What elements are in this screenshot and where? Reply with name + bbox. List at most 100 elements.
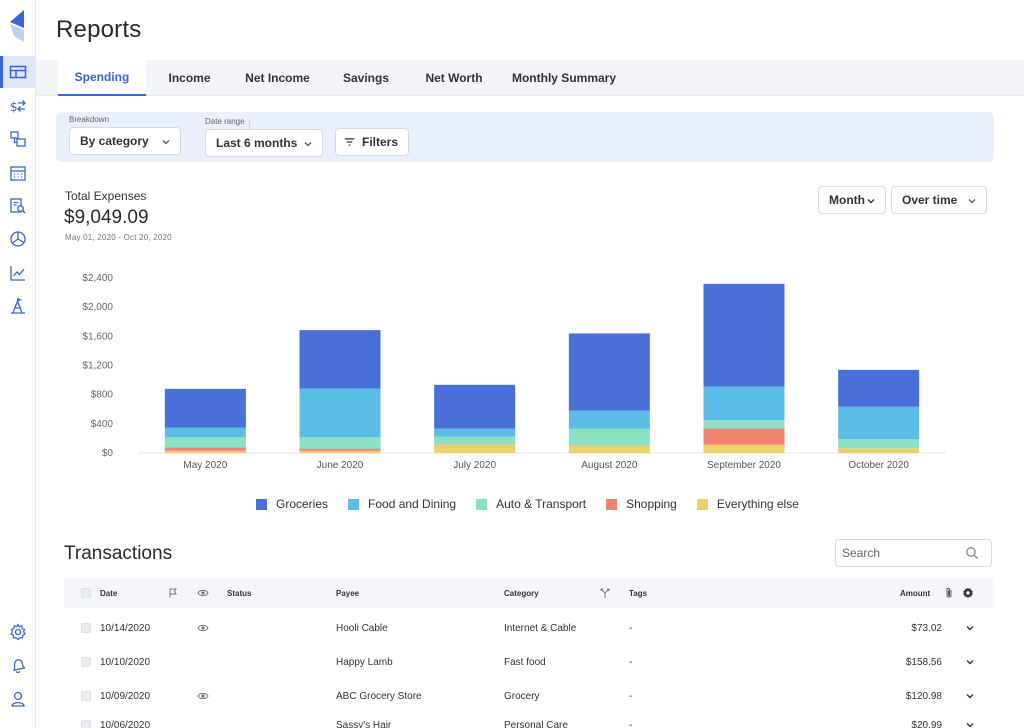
row-payee[interactable]: Hooli Cable [336,622,388,634]
tab-income[interactable]: Income [168,71,211,85]
table-row[interactable]: 10/09/2020 ABC Grocery Store Grocery - $… [64,679,994,713]
column-date[interactable]: Date [100,588,118,598]
nav-profile-item[interactable] [0,683,36,715]
chevron-down-icon[interactable] [965,657,975,667]
column-status[interactable]: Status [227,588,252,598]
row-tags[interactable]: - [629,622,633,634]
breakdown-select[interactable]: By category [69,127,181,155]
bar-segment-everything-else[interactable] [434,444,516,453]
row-payee[interactable]: Happy Lamb [336,656,393,668]
flag-icon[interactable] [168,588,178,598]
bar-segment-auto-transport[interactable] [838,439,920,449]
filters-button[interactable]: Filters [335,128,409,156]
legend-label: Groceries [276,497,329,511]
row-tags[interactable]: - [629,719,633,728]
column-amount[interactable]: Amount [900,588,931,598]
bar-segment-everything-else[interactable] [703,444,785,453]
select-all-checkbox[interactable] [81,588,91,598]
eye-icon[interactable] [197,623,209,633]
legend-item-food-dining[interactable]: Food and Dining [348,497,456,511]
row-checkbox[interactable] [81,623,91,633]
bar-segment-everything-else[interactable] [164,450,246,453]
bar-segment-groceries[interactable] [299,330,381,389]
bar-segment-groceries[interactable] [703,283,785,387]
app-logo[interactable] [4,8,32,44]
column-tags[interactable]: Tags [629,588,648,598]
row-payee[interactable]: ABC Grocery Store [336,690,422,702]
legend-item-auto-transport[interactable]: Auto & Transport [476,497,586,511]
bar-segment-groceries[interactable] [434,384,516,429]
row-payee[interactable]: Sassy's Hair [336,719,392,728]
nav-accounts-item[interactable] [0,123,36,155]
eye-icon[interactable] [197,588,209,598]
view-select[interactable]: Over time [891,186,987,214]
nav-transactions-item[interactable]: $ [0,90,36,122]
bar-segment-everything-else[interactable] [838,448,920,453]
eye-icon[interactable] [197,691,209,701]
bar-segment-auto-transport[interactable] [703,420,785,429]
search-icon[interactable] [965,546,979,560]
row-category[interactable]: Grocery [504,690,540,702]
bar-segment-food-and-dining[interactable] [568,410,650,429]
tab-savings[interactable]: Savings [342,71,390,85]
row-checkbox[interactable] [81,657,91,667]
table-settings-gear-icon[interactable] [962,587,974,599]
nav-budget-item[interactable] [0,223,36,255]
nav-investments-item[interactable] [0,257,36,289]
row-tags[interactable]: - [629,690,633,702]
split-icon[interactable] [599,587,611,599]
bar-segment-groceries[interactable] [838,369,920,407]
view-select-value: Over time [902,193,958,207]
nav-search-report-item[interactable] [0,190,36,222]
legend-item-shopping[interactable]: Shopping [606,497,677,511]
bar-segment-shopping[interactable] [703,428,785,445]
bar-segment-shopping[interactable] [299,448,381,451]
row-category[interactable]: Fast food [504,656,546,668]
row-checkbox[interactable] [81,691,91,701]
legend-item-groceries[interactable]: Groceries [256,497,328,511]
bar-segment-shopping[interactable] [164,447,246,451]
bar-segment-groceries[interactable] [164,388,246,428]
row-tags[interactable]: - [629,656,633,668]
breakdown-label: Breakdown [69,115,110,124]
nav-notifications-item[interactable] [0,649,36,681]
row-category[interactable]: Personal Care [504,719,568,728]
row-category[interactable]: Internet & Cable [504,622,577,634]
table-row[interactable]: 10/14/2020 Hooli Cable Internet & Cable … [64,611,994,645]
table-row[interactable]: 10/06/2020 Sassy's Hair Personal Care - … [64,708,994,728]
bar-segment-food-and-dining[interactable] [299,388,381,438]
bar-segment-food-and-dining[interactable] [434,428,516,437]
nav-settings-item[interactable] [0,616,36,648]
attachment-icon[interactable] [945,587,953,599]
tab-spending[interactable]: Spending [58,60,146,96]
bar-segment-food-and-dining[interactable] [703,386,785,421]
legend-item-everything-else[interactable]: Everything else [696,497,799,511]
nav-goals-item[interactable] [0,290,36,322]
bar-segment-everything-else[interactable] [299,450,381,453]
bar-segment-auto-transport[interactable] [299,437,381,449]
bar-segment-groceries[interactable] [568,333,650,411]
bar-segment-food-and-dining[interactable] [164,427,246,438]
table-row[interactable]: 10/10/2020 Happy Lamb Fast food - $158.5… [64,645,994,679]
row-checkbox[interactable] [81,720,91,728]
page-title: Reports [56,16,142,43]
bar-segment-auto-transport[interactable] [568,428,650,445]
y-tick-label: $400 [91,419,114,430]
bar-segment-auto-transport[interactable] [164,437,246,448]
nav-calendar-item[interactable] [0,157,36,189]
period-select[interactable]: Month [818,186,886,214]
tab-monthly-summary[interactable]: Monthly Summary [511,71,616,85]
column-payee[interactable]: Payee [336,588,360,598]
date-range-select[interactable]: Last 6 months [205,129,323,157]
search-input[interactable] [836,540,960,566]
column-category[interactable]: Category [504,588,539,598]
nav-reports-item[interactable] [0,56,36,88]
tab-net-worth[interactable]: Net Worth [425,71,483,85]
bar-segment-food-and-dining[interactable] [838,406,920,440]
bar-segment-auto-transport[interactable] [434,436,516,445]
chevron-down-icon[interactable] [965,720,975,728]
chevron-down-icon[interactable] [965,691,975,701]
tab-net-income[interactable]: Net Income [245,71,310,85]
bar-segment-everything-else[interactable] [568,444,650,453]
chevron-down-icon[interactable] [965,623,975,633]
